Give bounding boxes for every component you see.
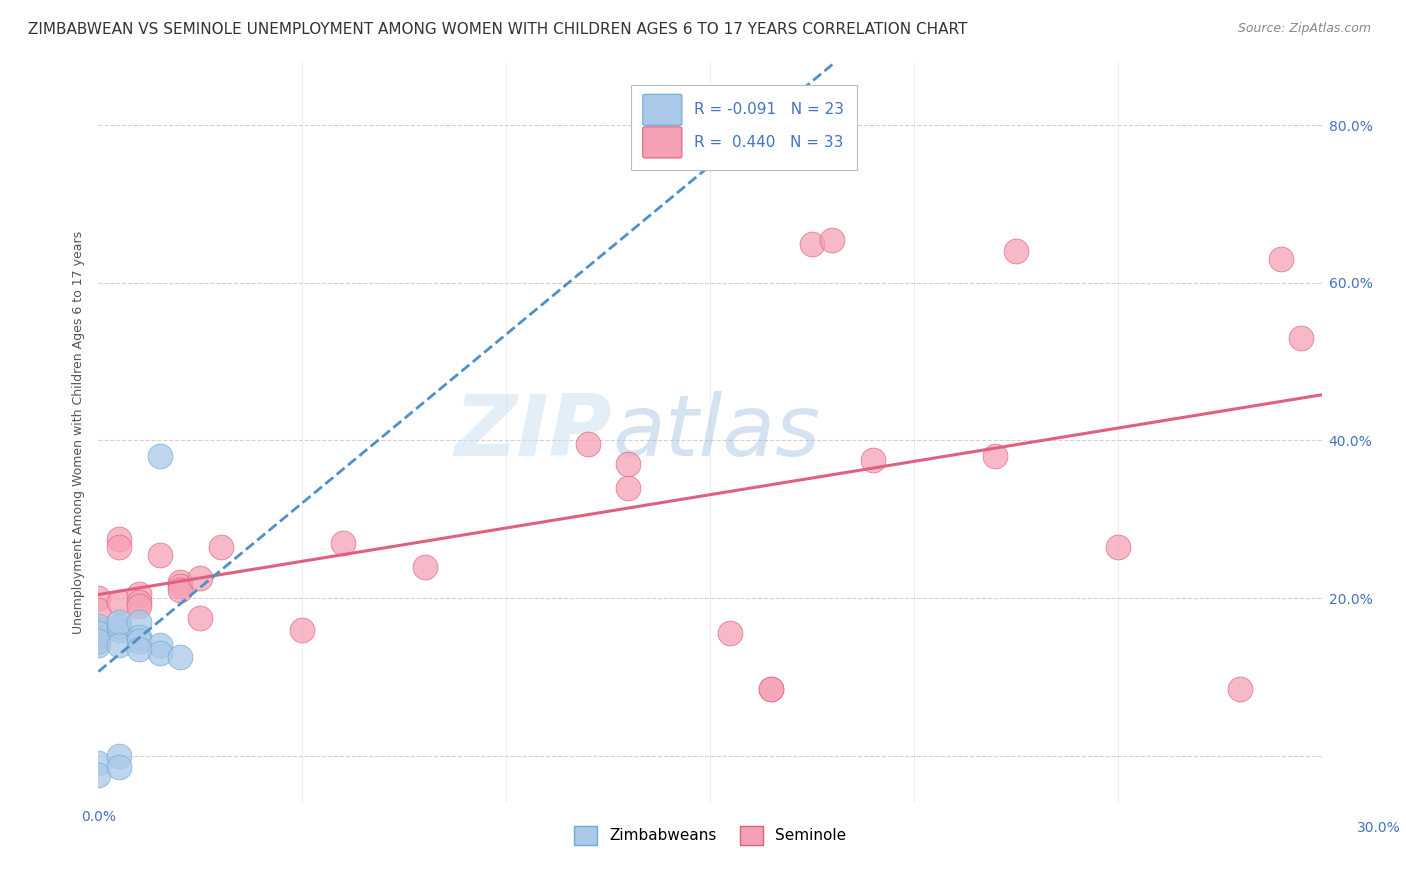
Point [128,631,150,645]
Point [169,579,191,593]
Point [1004,244,1026,259]
Text: atlas: atlas [612,391,820,475]
Text: R =  0.440   N = 33: R = 0.440 N = 33 [695,135,844,150]
Point [87,756,110,771]
FancyBboxPatch shape [643,127,682,158]
Point [821,233,844,247]
Point [862,453,884,467]
Point [108,748,131,763]
Point [413,559,436,574]
Point [87,626,110,640]
Point [108,615,131,629]
Point [576,437,599,451]
Point [149,646,172,660]
Point [108,638,131,652]
Point [1270,252,1292,267]
Point [128,595,150,609]
Point [87,591,110,605]
Text: 30.0%: 30.0% [1357,821,1400,835]
Point [87,626,110,640]
Point [169,650,191,665]
Point [128,634,150,648]
Point [801,236,824,251]
Text: Source: ZipAtlas.com: Source: ZipAtlas.com [1237,22,1371,36]
Point [87,603,110,617]
Point [149,638,172,652]
Bar [630,85,856,169]
Point [188,571,212,585]
Point [617,481,640,495]
Point [87,768,110,782]
Point [332,536,354,550]
Point [617,457,640,471]
Point [128,642,150,657]
Point [188,611,212,625]
Text: ZIP: ZIP [454,391,612,475]
Point [1229,681,1251,696]
FancyBboxPatch shape [643,95,682,126]
Point [984,449,1007,463]
Point [108,532,131,546]
Point [1291,331,1313,345]
Point [128,587,150,601]
Text: R = -0.091   N = 23: R = -0.091 N = 23 [695,103,844,118]
Point [761,681,783,696]
Text: ZIMBABWEAN VS SEMINOLE UNEMPLOYMENT AMONG WOMEN WITH CHILDREN AGES 6 TO 17 YEARS: ZIMBABWEAN VS SEMINOLE UNEMPLOYMENT AMON… [28,22,967,37]
Point [87,623,110,637]
Y-axis label: Unemployment Among Women with Children Ages 6 to 17 years: Unemployment Among Women with Children A… [72,231,86,634]
Point [87,618,110,632]
Point [128,599,150,613]
Point [87,634,110,648]
Point [87,631,110,645]
Point [87,638,110,652]
Point [718,626,742,640]
Point [169,575,191,590]
Point [1107,540,1129,554]
Point [169,583,191,598]
Point [291,623,314,637]
Point [108,540,131,554]
Point [209,540,232,554]
Point [108,595,131,609]
Point [149,548,172,562]
Point [108,760,131,774]
Point [108,623,131,637]
Legend: Zimbabweans, Seminole: Zimbabweans, Seminole [568,820,852,851]
Point [761,681,783,696]
Point [149,449,172,463]
Point [128,615,150,629]
Point [108,618,131,632]
